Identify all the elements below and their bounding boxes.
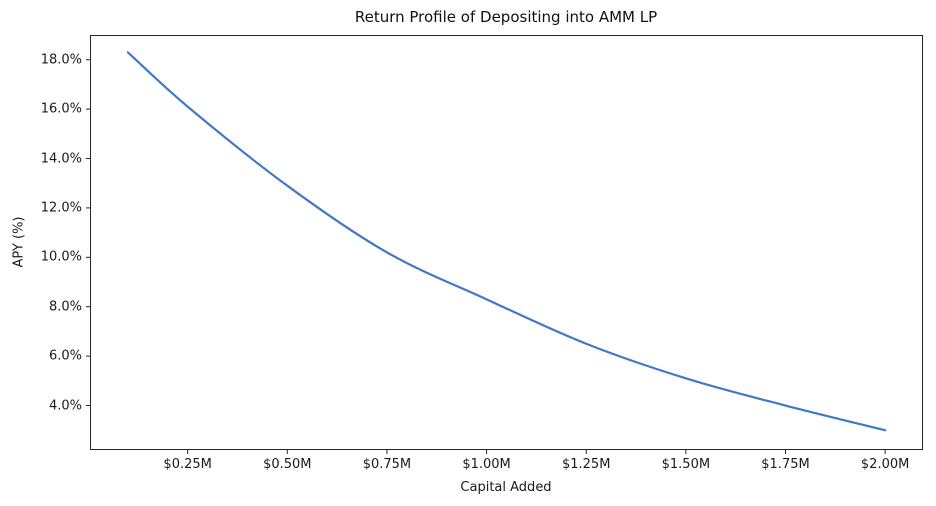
axes-spines <box>90 35 923 450</box>
x-tick-label: $0.50M <box>263 457 312 472</box>
x-tick-label: $1.25M <box>561 457 611 472</box>
y-tick-label: 8.0% <box>48 299 82 315</box>
chart-title: Return Profile of Depositing into AMM LP <box>354 8 658 26</box>
x-tick-label: $0.25M <box>163 457 212 472</box>
plot-area <box>86 35 923 454</box>
y-tick-label: 16.0% <box>40 101 82 117</box>
apy-curve <box>126 51 887 432</box>
y-tick-label: 14.0% <box>40 151 82 166</box>
y-tick-label: 6.0% <box>48 348 82 364</box>
y-axis-label: APY (%) <box>11 216 27 268</box>
x-tick-label: $1.50M <box>661 457 711 472</box>
x-tick-label: $0.75M <box>362 457 412 472</box>
x-axis-label: Capital Added <box>460 480 552 495</box>
x-tick-label: $1.75M <box>761 457 810 472</box>
y-tick-label: 10.0% <box>40 249 82 265</box>
y-tick-label: 18.0% <box>40 52 82 68</box>
y-tick-label: 4.0% <box>48 398 82 414</box>
x-tick-label: $2.00M <box>860 457 910 472</box>
x-tick-label: $1.00M <box>462 457 511 472</box>
y-tick-label: 12.0% <box>40 200 82 216</box>
